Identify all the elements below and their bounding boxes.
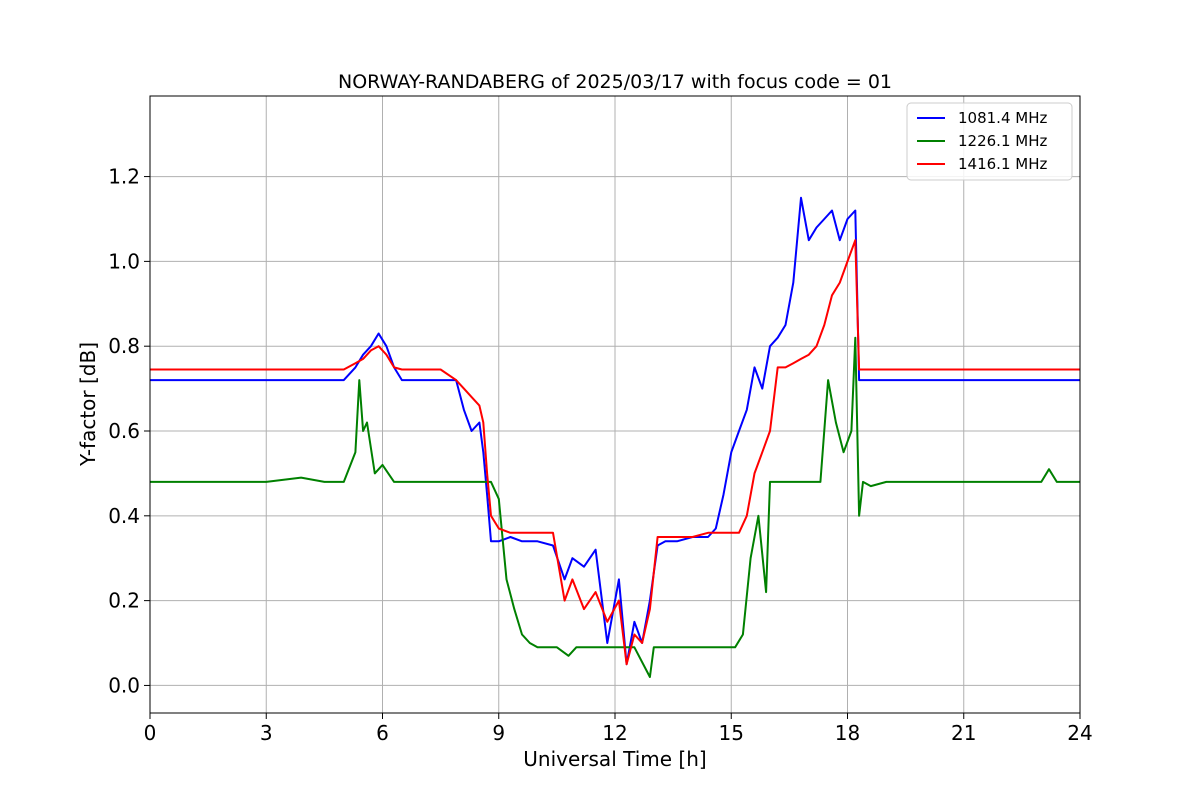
y-tick-label: 0.2 [108,589,140,613]
series-line-3 [150,239,1080,666]
chart-title: NORWAY-RANDABERG of 2025/03/17 with focu… [338,71,892,93]
y-tick-label: 1.2 [108,165,140,189]
x-tick-label: 21 [951,721,976,745]
x-tick-label: 15 [719,721,744,745]
legend-label: 1226.1 MHz [958,132,1047,150]
x-tick-label: 3 [260,721,273,745]
y-tick-label: 0.4 [108,504,140,528]
series-line-1 [150,196,1080,666]
legend-label: 1416.1 MHz [958,155,1047,173]
x-tick-label: 18 [835,721,860,745]
y-tick-label: 0.8 [108,334,140,358]
x-tick-label: 0 [144,721,157,745]
x-tick-label: 6 [376,721,389,745]
series-line-2 [150,336,1080,678]
legend-items: 1081.4 MHz 1226.1 MHz 1416.1 MHz [917,109,1047,173]
x-axis-label: Universal Time [h] [523,747,706,771]
y-tick-label: 0.6 [108,419,140,443]
ticks: 0 3 6 9 12 15 18 21 24 0.0 0.2 0.4 0.6 0.8 1.0 1.2 [108,165,1093,745]
x-tick-label: 9 [492,721,505,745]
legend-label: 1081.4 MHz [958,109,1047,127]
y-tick-label: 1.0 [108,249,140,273]
y-axis-label: Y-factor [dB] [76,342,100,467]
y-tick-label: 0.0 [108,673,140,697]
x-tick-label: 24 [1067,721,1092,745]
legend-box [906,102,1073,181]
legend: 1081.4 MHz 1226.1 MHz 1416.1 MHz [906,102,1073,181]
series-group [150,196,1080,678]
x-tick-label: 12 [602,721,627,745]
